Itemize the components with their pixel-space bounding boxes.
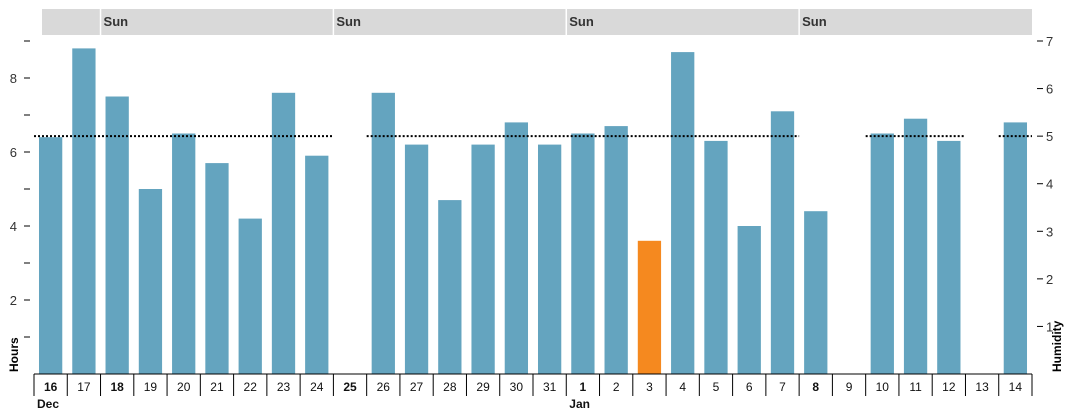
x-tick-label: 20	[177, 380, 191, 394]
week-band-label: Sun	[569, 14, 594, 29]
y-tick-label: 2	[10, 293, 17, 308]
x-tick-label: 30	[510, 380, 524, 394]
x-tick-label: 10	[876, 380, 890, 394]
week-band-label: Sun	[104, 14, 129, 29]
bar	[637, 240, 662, 374]
x-tick-label: 27	[410, 380, 424, 394]
bar	[504, 122, 529, 375]
x-tick-label: 24	[310, 380, 324, 394]
x-tick-label: 19	[144, 380, 158, 394]
x-tick-label: 7	[779, 380, 786, 394]
x-tick-label: 17	[77, 380, 91, 394]
bar	[172, 133, 196, 374]
bar	[138, 189, 163, 374]
x-tick-label: 5	[713, 380, 720, 394]
y2-tick-label: 6	[1046, 82, 1053, 97]
x-tick-label: 22	[244, 380, 258, 394]
x-tick-label: 6	[746, 380, 753, 394]
y2-tick-label: 7	[1046, 34, 1053, 49]
bar	[804, 211, 828, 374]
bar	[537, 144, 562, 374]
y-tick-label: 8	[10, 71, 17, 86]
bar	[737, 226, 761, 374]
x-tick-label: 3	[646, 380, 653, 394]
week-band-label: Sun	[336, 14, 361, 29]
bar	[471, 144, 495, 374]
y-tick-label: 4	[10, 219, 17, 234]
x-tick-label: 23	[277, 380, 291, 394]
x-tick-label: 2	[613, 380, 620, 394]
x-tick-label: 4	[679, 380, 686, 394]
bar	[238, 218, 262, 374]
x-tick-label: 1	[580, 380, 587, 394]
month-label: Jan	[569, 397, 590, 410]
bar	[404, 144, 429, 374]
x-tick-label: 31	[543, 380, 557, 394]
x-tick-label: 14	[1009, 380, 1023, 394]
y2-tick-label: 3	[1046, 224, 1053, 239]
x-tick-label: 8	[812, 380, 819, 394]
y2-axis-label: Humidity	[1050, 320, 1064, 372]
bar	[371, 92, 395, 375]
x-tick-label: 12	[942, 380, 956, 394]
week-bands: Sun Sun Sun Sun	[42, 9, 1032, 35]
x-tick-label: 18	[110, 380, 124, 394]
week-band-background	[42, 9, 1032, 35]
x-tick-label: 13	[975, 380, 989, 394]
bar	[105, 96, 129, 374]
x-tick-label: 25	[343, 380, 357, 394]
x-tick-label: 16	[44, 380, 58, 394]
x-tick-label: 11	[909, 380, 922, 394]
x-tick-label: 28	[443, 380, 457, 394]
x-tick-label: 26	[377, 380, 391, 394]
bar	[271, 92, 296, 375]
bar	[571, 133, 595, 374]
y-axis-label: Hours	[7, 337, 21, 372]
bar	[604, 126, 628, 374]
x-tick-label: 21	[210, 380, 224, 394]
bar	[903, 118, 928, 374]
month-label: Dec	[37, 397, 59, 410]
bar	[770, 111, 795, 375]
bar	[205, 163, 229, 374]
y2-tick-label: 5	[1046, 129, 1053, 144]
bar	[671, 52, 695, 374]
bars	[38, 48, 1028, 375]
bar	[438, 200, 462, 374]
x-tick-label: 9	[846, 380, 853, 394]
bar	[937, 140, 961, 374]
bar	[305, 155, 329, 374]
y2-tick-label: 2	[1046, 272, 1053, 287]
bar	[72, 48, 96, 375]
bar	[704, 140, 728, 374]
y-tick-label: 6	[10, 145, 17, 160]
bar	[1003, 122, 1028, 375]
x-tick-label: 29	[476, 380, 490, 394]
bar	[870, 133, 894, 374]
y2-tick-label: 1	[1046, 319, 1053, 334]
y2-tick-label: 4	[1046, 177, 1053, 192]
week-band-label: Sun	[802, 14, 827, 29]
bar	[38, 137, 63, 374]
